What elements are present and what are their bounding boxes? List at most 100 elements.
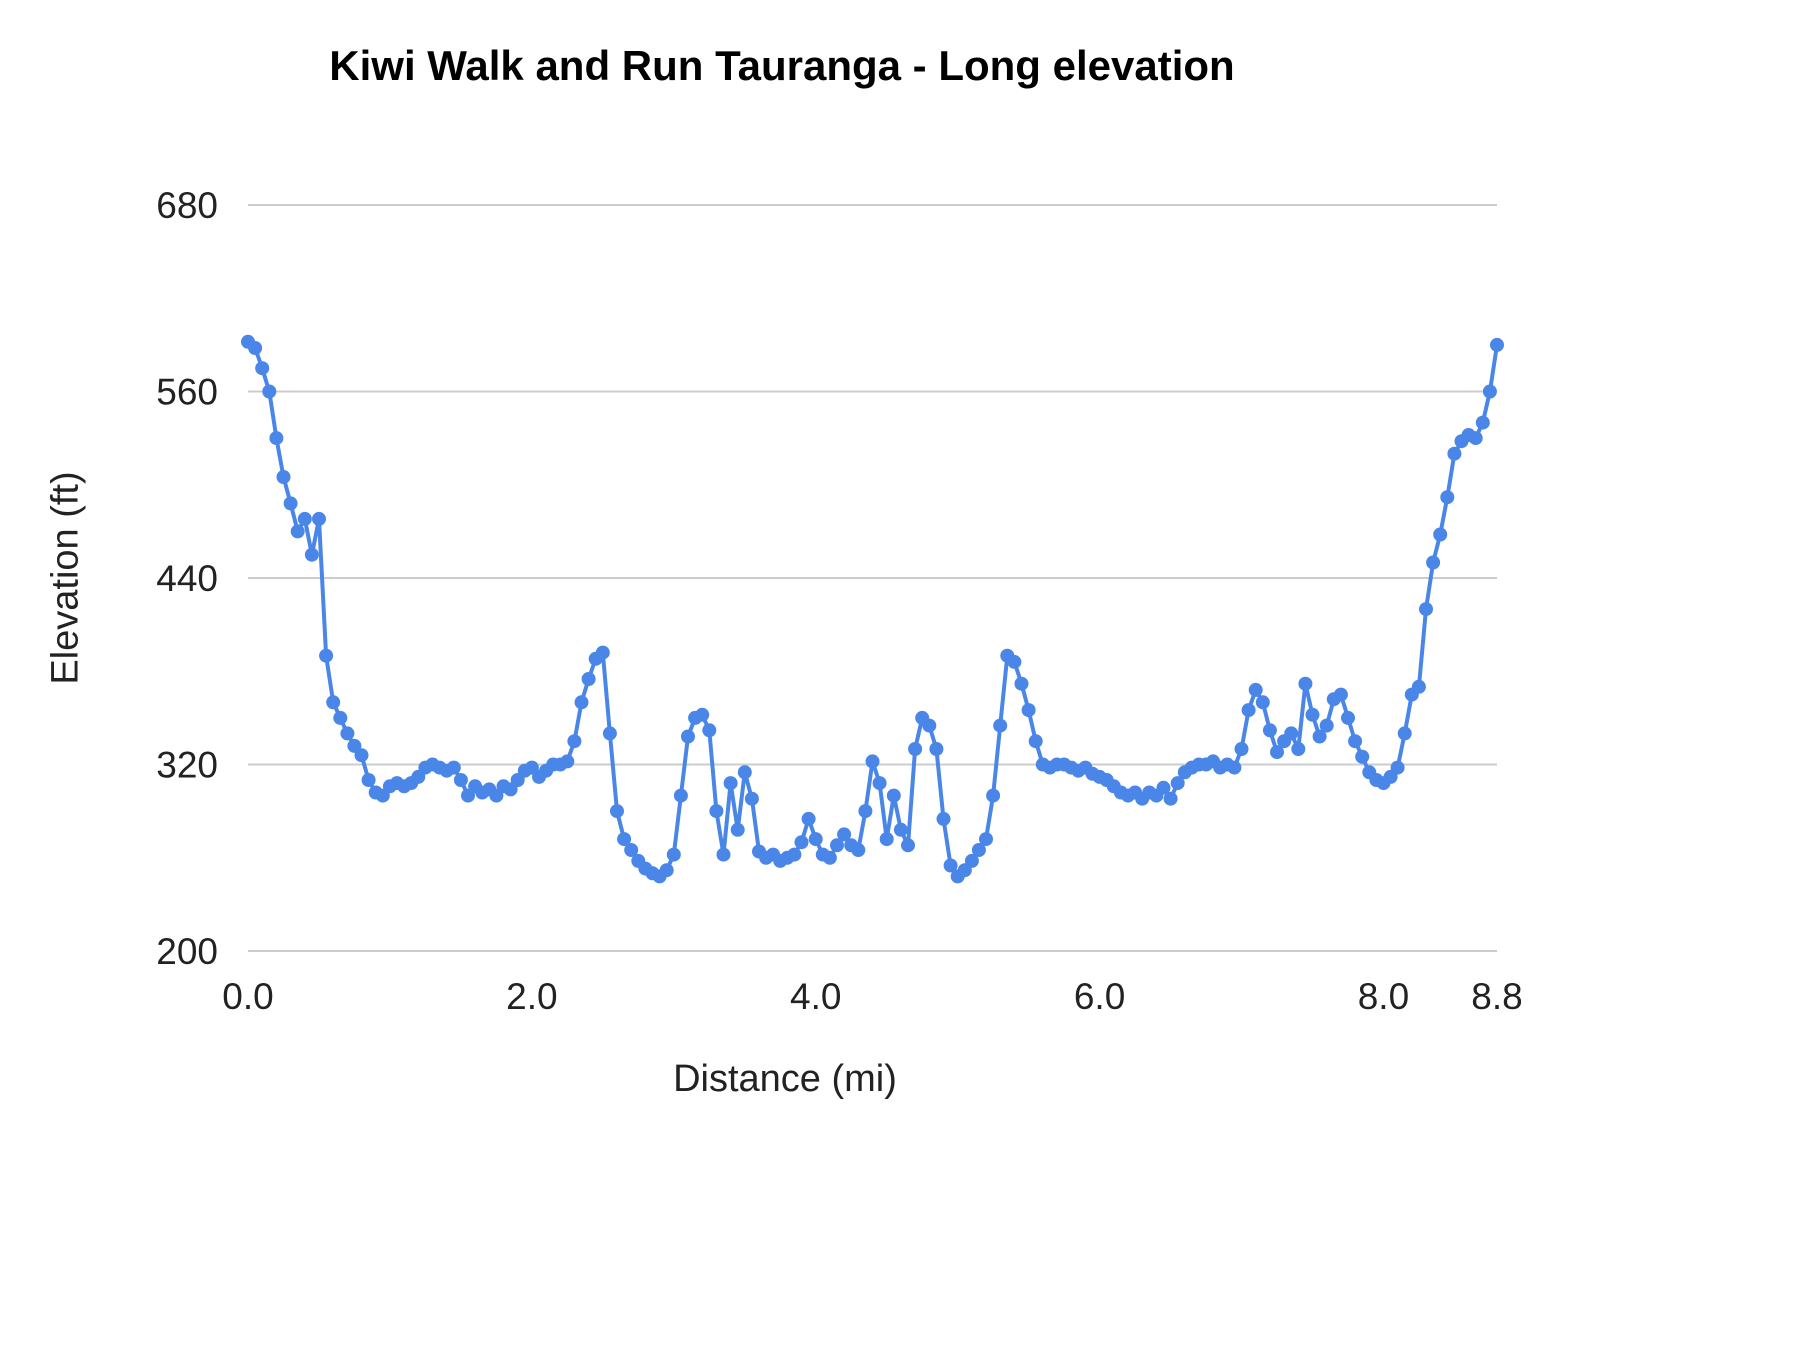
data-point-marker — [986, 788, 1001, 803]
data-point-marker — [1397, 726, 1412, 741]
data-point-marker — [730, 822, 745, 837]
data-point-marker — [1270, 745, 1284, 760]
data-point-marker — [837, 827, 852, 842]
data-point-marker — [283, 496, 298, 511]
data-point-marker — [709, 804, 724, 819]
data-point-marker — [326, 695, 341, 710]
data-point-marker — [1433, 527, 1448, 542]
data-point-marker — [979, 832, 993, 847]
data-point-marker — [851, 843, 866, 857]
chart-title: Kiwi Walk and Run Tauranga - Long elevat… — [329, 42, 1235, 89]
x-tick-label: 8.8 — [1471, 976, 1522, 1017]
data-point-marker — [1014, 676, 1029, 691]
data-point-marker — [312, 511, 326, 526]
x-axis-label: Distance (mi) — [673, 1058, 897, 1100]
data-point-marker — [1348, 734, 1363, 749]
data-point-marker — [333, 710, 348, 725]
data-point-marker — [1156, 780, 1171, 795]
data-point-marker — [681, 729, 695, 744]
data-point-marker — [1482, 384, 1497, 399]
data-point-marker — [560, 754, 575, 769]
data-point-marker — [255, 361, 270, 376]
data-point-marker — [276, 470, 291, 484]
data-point-marker — [737, 765, 752, 780]
data-point-marker — [943, 858, 958, 873]
y-tick-label: 200 — [156, 931, 218, 972]
x-tick-label: 8.0 — [1358, 976, 1409, 1017]
data-point-marker — [1227, 760, 1242, 775]
data-point-marker — [304, 547, 319, 562]
x-tick-label: 4.0 — [790, 976, 841, 1017]
data-point-marker — [269, 431, 284, 446]
data-point-marker — [1490, 337, 1504, 352]
data-point-marker — [794, 835, 809, 850]
data-point-marker — [744, 791, 759, 806]
data-point-marker — [1234, 742, 1249, 756]
data-point-marker — [1305, 707, 1320, 722]
data-point-marker — [1475, 415, 1490, 430]
data-point-marker — [908, 742, 923, 756]
data-point-marker — [901, 838, 915, 853]
data-point-marker — [1262, 723, 1277, 738]
data-point-marker — [1390, 760, 1405, 775]
data-point-marker — [1298, 676, 1313, 691]
data-point-marker — [936, 811, 951, 826]
data-point-marker — [581, 672, 596, 686]
data-point-marker — [1163, 791, 1178, 806]
data-point-marker — [1255, 695, 1270, 710]
data-point-marker — [893, 822, 908, 837]
data-point-marker — [1440, 490, 1455, 505]
data-point-marker — [1170, 776, 1185, 791]
elevation-line — [246, 339, 1499, 879]
data-point-marker — [1312, 729, 1327, 744]
data-point-marker — [922, 718, 937, 733]
data-point-marker — [602, 726, 617, 741]
data-point-marker — [886, 788, 901, 803]
data-point-marker — [1291, 742, 1306, 756]
data-point-marker — [617, 832, 632, 847]
data-point-marker — [361, 773, 376, 787]
data-point-marker — [453, 773, 468, 787]
data-point-marker — [1319, 718, 1334, 733]
data-point-marker — [354, 748, 369, 763]
data-point-marker — [787, 847, 802, 862]
data-point-marker — [673, 788, 688, 803]
data-point-marker — [319, 648, 334, 663]
data-point-marker — [964, 853, 979, 868]
y-tick-label: 680 — [156, 185, 218, 226]
data-point-marker — [929, 742, 944, 756]
data-point-marker — [1447, 446, 1462, 461]
data-point-marker — [1028, 734, 1043, 749]
data-point-marker — [993, 718, 1008, 733]
data-point-marker — [446, 760, 461, 775]
x-tick-label: 0.0 — [222, 976, 273, 1017]
data-point-marker — [716, 847, 731, 862]
data-point-marker — [290, 524, 305, 539]
data-point-marker — [666, 847, 681, 862]
y-tick-label: 560 — [156, 372, 218, 413]
x-tick-label: 2.0 — [506, 976, 557, 1017]
data-point-marker — [1411, 679, 1426, 694]
data-point-marker — [624, 843, 639, 857]
data-point-marker — [1007, 654, 1022, 669]
data-point-marker — [262, 384, 277, 399]
data-point-marker — [865, 754, 880, 769]
y-tick-label: 440 — [156, 558, 218, 599]
data-point-marker — [1341, 710, 1355, 725]
data-point-marker — [879, 832, 894, 847]
data-point-marker — [1241, 703, 1256, 718]
data-point-marker — [567, 734, 582, 749]
data-point-marker — [1426, 555, 1441, 570]
data-point-marker — [1284, 726, 1299, 741]
data-point-marker — [971, 843, 986, 857]
data-point-marker — [1468, 431, 1483, 446]
data-point-marker — [248, 341, 263, 355]
data-point-marker — [695, 707, 710, 722]
data-point-marker — [1419, 602, 1433, 617]
data-point-marker — [723, 776, 738, 791]
data-point-marker — [822, 850, 837, 865]
data-point-marker — [801, 811, 816, 826]
data-point-marker — [858, 804, 873, 819]
